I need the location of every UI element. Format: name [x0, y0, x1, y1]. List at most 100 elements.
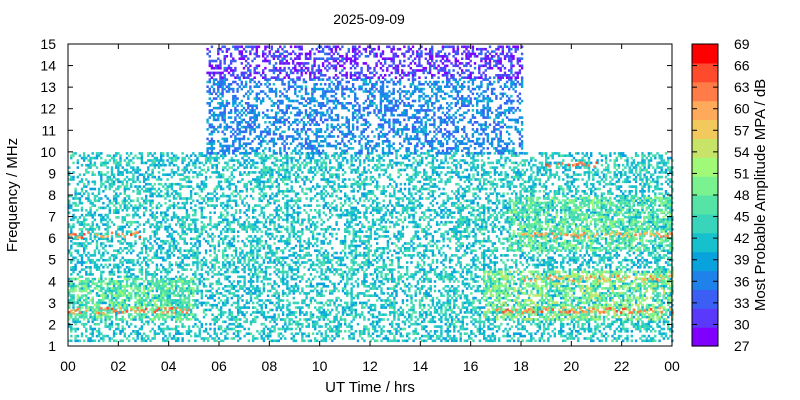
- heatmap-cell: [74, 216, 77, 219]
- heatmap-cell: [78, 228, 82, 231]
- heatmap-cell: [117, 322, 120, 326]
- heatmap-cell: [309, 204, 313, 207]
- heatmap-cell: [309, 266, 313, 269]
- heatmap-cell: [373, 308, 377, 312]
- heatmap-cell: [320, 242, 323, 245]
- heatmap-cell: [249, 254, 253, 257]
- heatmap-cell: [125, 230, 129, 233]
- heatmap-cell: [365, 273, 368, 276]
- heatmap-cell: [273, 223, 276, 226]
- heatmap-cell: [153, 163, 156, 167]
- heatmap-cell: [249, 235, 253, 238]
- heatmap-cell: [348, 334, 351, 338]
- heatmap-cell: [299, 244, 302, 248]
- heatmap-cell: [83, 218, 86, 222]
- heatmap-cell: [322, 318, 325, 321]
- heatmap-cell: [329, 320, 332, 324]
- heatmap-cell: [125, 161, 129, 165]
- heatmap-cell: [281, 280, 285, 283]
- heatmap-cell: [318, 311, 321, 314]
- heatmap-cell: [202, 182, 206, 186]
- heatmap-cell: [314, 173, 317, 176]
- heatmap-cell: [326, 182, 330, 186]
- heatmap-cell: [108, 218, 111, 222]
- heatmap-cell: [256, 289, 259, 293]
- heatmap-cell: [134, 204, 137, 207]
- heatmap-cell: [243, 275, 246, 279]
- heatmap-cell: [316, 159, 319, 162]
- heatmap-cell: [80, 275, 84, 279]
- heatmap-cell: [115, 161, 118, 165]
- heatmap-cell: [162, 330, 165, 333]
- heatmap-cell: [329, 209, 332, 212]
- heatmap-cell: [189, 237, 193, 241]
- heatmap-cell: [130, 251, 133, 255]
- heatmap-cell: [320, 156, 323, 160]
- heatmap-cell: [187, 294, 191, 297]
- heatmap-cell: [219, 216, 223, 219]
- heatmap-cell: [151, 230, 154, 233]
- heatmap-cell: [260, 322, 263, 326]
- heatmap-cell: [222, 330, 225, 333]
- heatmap-cell: [271, 330, 274, 333]
- heatmap-cell: [352, 232, 355, 236]
- heatmap-cell: [100, 185, 103, 188]
- heatmap-cell: [286, 256, 289, 260]
- heatmap-cell: [100, 182, 103, 186]
- heatmap-cell: [83, 339, 86, 343]
- heatmap-cell: [166, 187, 169, 191]
- heatmap-cell: [284, 178, 287, 181]
- heatmap-cell: [151, 154, 154, 157]
- heatmap-cell: [192, 171, 195, 174]
- heatmap-cell: [177, 201, 180, 205]
- heatmap-cell: [172, 247, 176, 250]
- heatmap-cell: [266, 171, 270, 174]
- heatmap-cell: [85, 299, 88, 302]
- heatmap-cell: [376, 266, 379, 269]
- heatmap-cell: [97, 258, 101, 262]
- heatmap-cell: [74, 322, 77, 326]
- heatmap-cell: [162, 159, 165, 162]
- heatmap-cell: [243, 280, 246, 283]
- heatmap-cell: [247, 273, 251, 276]
- heatmap-cell: [281, 275, 285, 279]
- heatmap-cell: [134, 275, 137, 279]
- heatmap-cell: [97, 268, 101, 271]
- heatmap-cell: [376, 299, 379, 302]
- heatmap-cell: [237, 192, 240, 195]
- heatmap-cell: [249, 277, 253, 281]
- heatmap-cell: [363, 211, 366, 214]
- heatmap-cell: [311, 244, 315, 248]
- heatmap-cell: [354, 268, 357, 271]
- heatmap-cell: [142, 230, 146, 233]
- heatmap-cell: [260, 244, 263, 248]
- heatmap-cell: [344, 282, 347, 286]
- heatmap-cell: [309, 315, 313, 319]
- heatmap-cell: [284, 201, 287, 205]
- heatmap-cell: [305, 192, 308, 195]
- heatmap-cell: [183, 256, 186, 260]
- heatmap-cell: [181, 159, 184, 162]
- heatmap-cell: [294, 171, 298, 174]
- heatmap-cell: [74, 242, 77, 245]
- heatmap-cell: [243, 315, 246, 319]
- heatmap-cell: [311, 289, 315, 293]
- heatmap-cell: [380, 206, 383, 210]
- heatmap-cell: [232, 239, 236, 243]
- heatmap-cell: [382, 247, 385, 250]
- heatmap-cell: [254, 289, 257, 293]
- heatmap-cell: [303, 163, 306, 167]
- heatmap-cell: [356, 175, 360, 179]
- heatmap-cell: [209, 211, 212, 214]
- heatmap-cell: [290, 270, 293, 274]
- heatmap-cell: [245, 163, 248, 167]
- heatmap-cell: [237, 223, 240, 226]
- heatmap-cell: [326, 308, 330, 312]
- heatmap-cell: [76, 166, 79, 169]
- heatmap-cell: [226, 204, 229, 207]
- heatmap-cell: [331, 228, 334, 231]
- heatmap-cell: [299, 156, 302, 160]
- heatmap-cell: [209, 294, 212, 297]
- heatmap-cell: [142, 201, 146, 205]
- heatmap-cell: [290, 199, 293, 203]
